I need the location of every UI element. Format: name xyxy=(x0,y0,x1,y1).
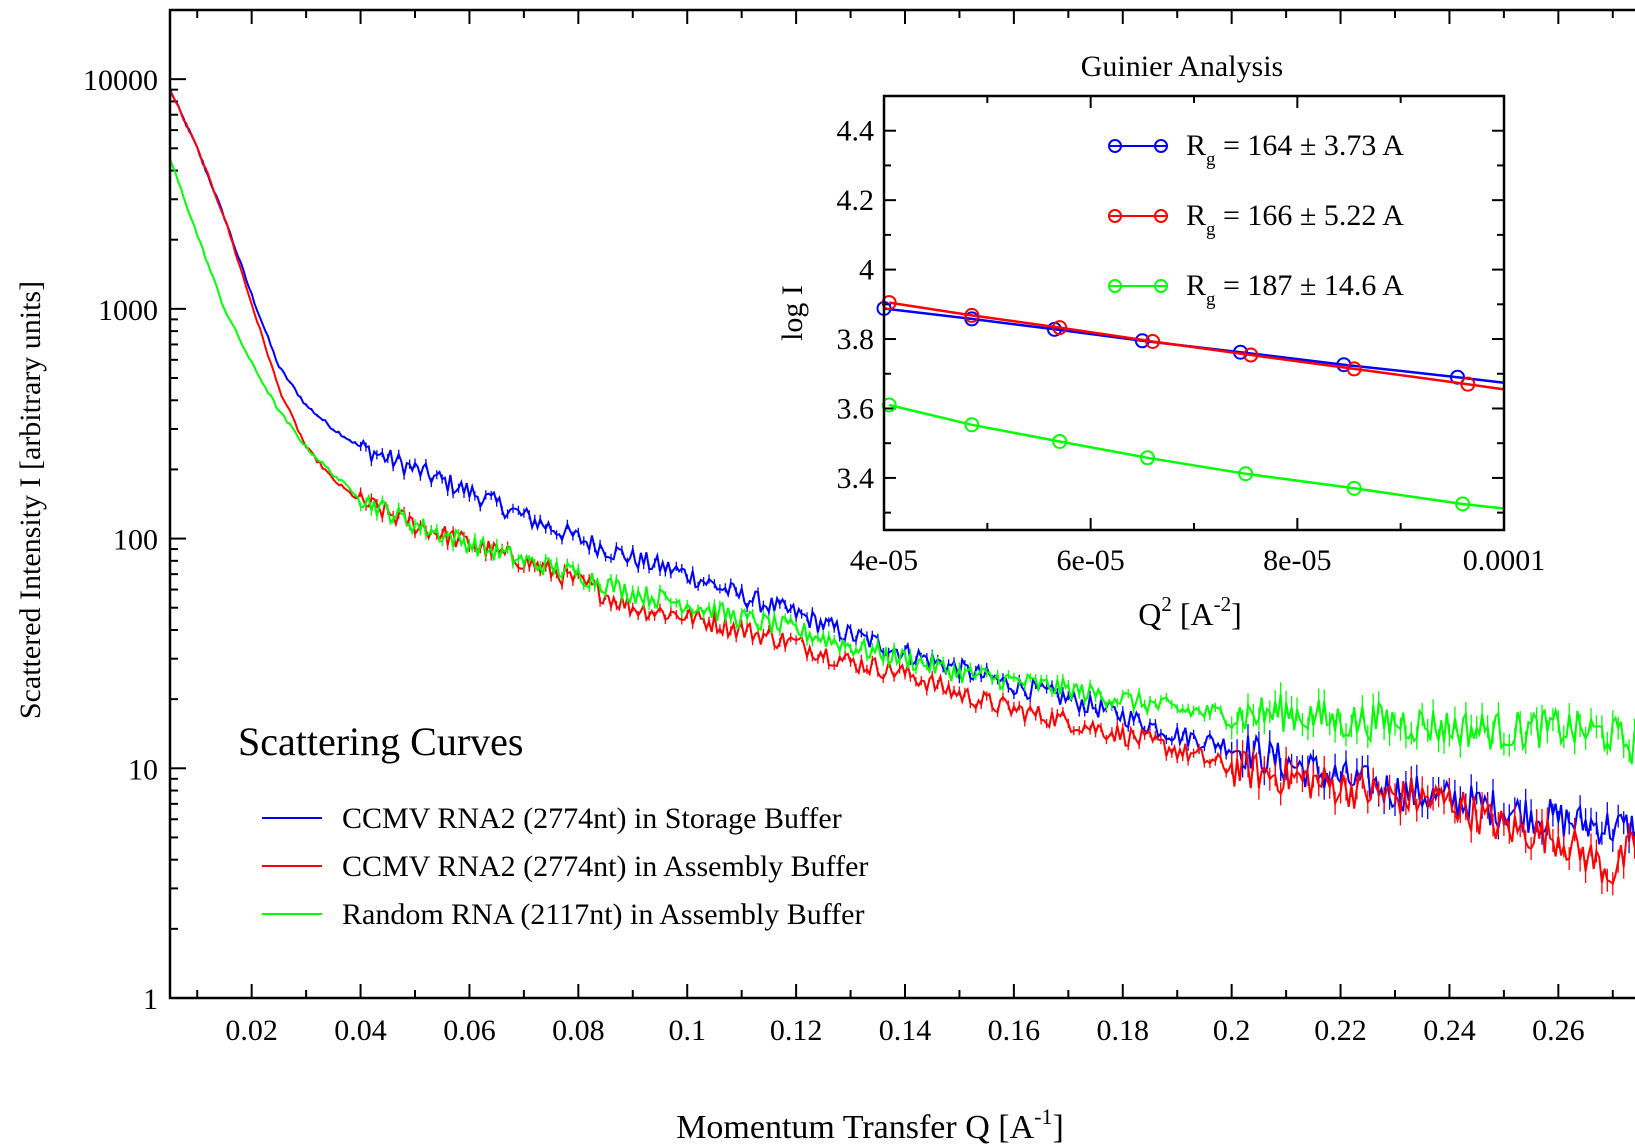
main-x-tick-label: 0.08 xyxy=(552,1014,605,1047)
inset-legend-marker-blue-end xyxy=(1154,139,1168,153)
main-y-axis-label: Scattered Intensity I [arbitrary units] xyxy=(14,281,47,719)
inset-data-point xyxy=(881,295,897,311)
inset-data-point xyxy=(1346,361,1362,377)
inset-background xyxy=(884,96,1504,530)
inset-x-tick-label: 8e-05 xyxy=(1263,544,1331,577)
inset-y-tick-label: 4.2 xyxy=(837,184,875,217)
inset-data-point xyxy=(1052,320,1068,336)
main-y-tick-label: 10000 xyxy=(83,64,158,97)
main-x-tick-label: 0.04 xyxy=(334,1014,387,1047)
inset-title: Guinier Analysis xyxy=(1081,50,1284,83)
inset-data-point xyxy=(1243,347,1259,363)
inset-tick-labels: 4e-05 6e-05 8e-05 0.0001 3.4 3.6 3.8 4 4.2 4.4 xyxy=(837,115,1546,577)
legend-label-random: Random RNA (2117nt) in Assembly Buffer xyxy=(342,898,864,931)
main-x-tick-label: 0.2 xyxy=(1213,1014,1251,1047)
inset-data-point xyxy=(964,307,980,323)
inset-legend-marker-red xyxy=(1108,209,1122,223)
legend-label-assembly: CCMV RNA2 (2774nt) in Assembly Buffer xyxy=(342,850,868,883)
main-x-tick-label: 0.18 xyxy=(1097,1014,1150,1047)
main-chart-title: Scattering Curves xyxy=(238,719,524,764)
inset-data-point xyxy=(1346,480,1362,496)
main-x-tick-label: 0.26 xyxy=(1532,1014,1585,1047)
main-axis-ticks xyxy=(170,9,1614,999)
inset-y-tick-label: 3.8 xyxy=(837,323,875,356)
main-x-tick-label: 0.06 xyxy=(443,1014,496,1047)
main-plot: 0.02 0.04 0.06 0.08 0.1 0.12 0.14 0.16 0.18 0.2 0.… xyxy=(14,8,1635,1146)
main-y-tick-label: 100 xyxy=(113,524,158,557)
inset-y-tick-label: 3.4 xyxy=(837,462,875,495)
inset-data-point xyxy=(1455,496,1471,512)
inset-x-tick-label: 6e-05 xyxy=(1057,544,1125,577)
inset-legend-label-red: Rg = 166 ± 5.22 A xyxy=(1186,199,1404,240)
main-legend: CCMV RNA2 (2774nt) in Storage Buffer CCM… xyxy=(262,802,868,931)
inset-data-point xyxy=(881,397,897,413)
inset-data-point xyxy=(1238,466,1254,482)
main-x-tick-label: 0.1 xyxy=(668,1014,706,1047)
main-series-line xyxy=(169,158,1635,765)
inset-y-axis-label: log I xyxy=(776,285,809,341)
inset-legend-marker-blue xyxy=(1108,139,1122,153)
inset-series-line xyxy=(889,301,1505,391)
inset-data-point xyxy=(1140,450,1155,466)
inset-series-group xyxy=(876,295,1505,512)
main-plot-frame xyxy=(168,8,1635,1000)
main-y-tick-label: 1 xyxy=(143,983,158,1016)
inset-x-axis-label: Q2 [A-2] xyxy=(1138,592,1242,632)
inset-y-tick-label: 4 xyxy=(859,254,874,287)
inset-legend-label-blue: Rg = 164 ± 3.73 A xyxy=(1186,129,1404,170)
main-x-tick-label: 0.22 xyxy=(1314,1014,1367,1047)
main-x-tick-label: 0.24 xyxy=(1423,1014,1476,1047)
inset-series-3 xyxy=(881,397,1505,512)
main-tick-labels: 0.02 0.04 0.06 0.08 0.1 0.12 0.14 0.16 0.18 0.2 0.… xyxy=(83,64,1585,1047)
inset-legend: Rg = 164 ± 3.73 A Rg = 166 ± 5.22 A Rg =… xyxy=(1108,129,1404,310)
main-y-tick-label: 10 xyxy=(128,753,158,786)
inset-series-2 xyxy=(881,295,1505,392)
inset-plot: 4e-05 6e-05 8e-05 0.0001 3.4 3.6 3.8 4 4.2 4.4 Gu… xyxy=(776,50,1545,632)
inset-data-point xyxy=(1052,433,1068,449)
main-x-tick-label: 0.02 xyxy=(225,1014,278,1047)
inset-series-line xyxy=(888,403,1505,510)
main-x-tick-label: 0.16 xyxy=(988,1014,1041,1047)
inset-data-point xyxy=(964,417,980,433)
inset-data-point xyxy=(1145,333,1161,349)
main-series-line xyxy=(169,90,1635,886)
inset-x-tick-label: 0.0001 xyxy=(1463,544,1546,577)
inset-plot-frame xyxy=(882,94,1506,532)
inset-legend-marker-green-end xyxy=(1154,279,1168,293)
inset-legend-label-green: Rg = 187 ± 14.6 A xyxy=(1186,269,1404,310)
inset-legend-marker-green xyxy=(1108,279,1122,293)
inset-data-point xyxy=(1460,376,1476,392)
main-x-tick-label: 0.12 xyxy=(770,1014,823,1047)
main-x-axis-label: Momentum Transfer Q [A-1] xyxy=(676,1104,1064,1146)
inset-x-tick-label: 4e-05 xyxy=(850,544,918,577)
main-x-tick-label: 0.14 xyxy=(879,1014,932,1047)
inset-legend-marker-red-end xyxy=(1154,209,1168,223)
main-y-tick-label: 1000 xyxy=(98,294,158,327)
inset-y-tick-label: 3.6 xyxy=(837,392,875,425)
inset-y-tick-label: 4.4 xyxy=(837,115,875,148)
legend-label-storage: CCMV RNA2 (2774nt) in Storage Buffer xyxy=(342,802,842,835)
